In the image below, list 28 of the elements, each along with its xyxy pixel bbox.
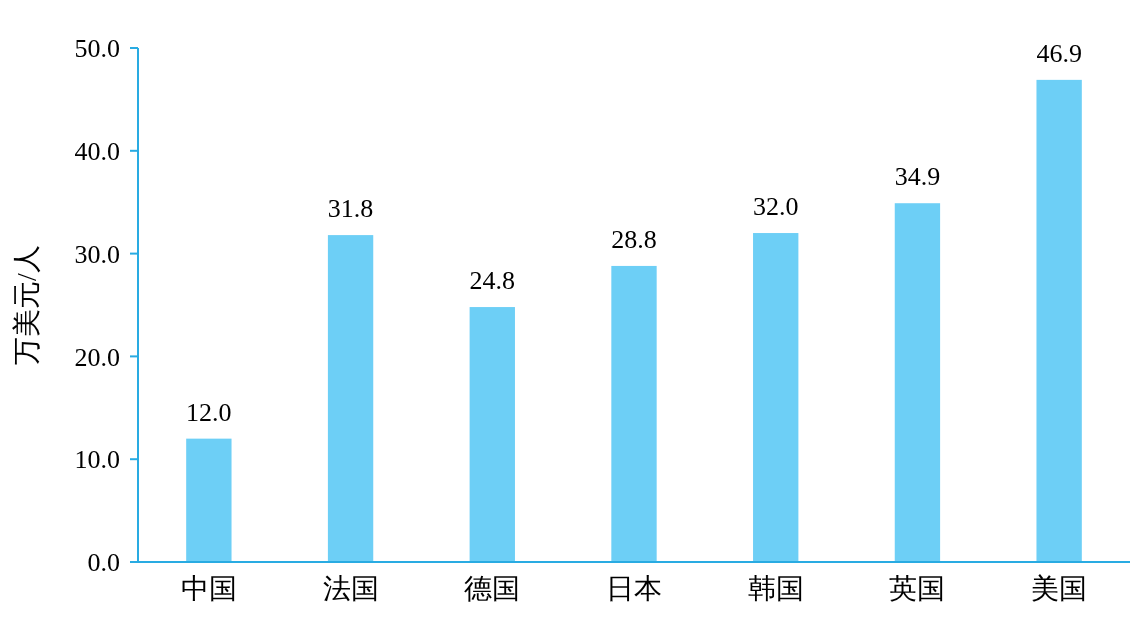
y-tick-label: 20.0 [74,342,120,372]
bar [186,438,232,562]
bar [327,235,374,562]
data-label: 24.8 [469,266,516,296]
y-tick-label: 30.0 [74,239,120,269]
x-tick-label: 德国 [464,573,521,604]
data-label: 46.9 [1036,38,1082,68]
bar [611,265,657,562]
bar [469,307,515,562]
y-tick-label: 10.0 [74,445,120,475]
x-tick-label: 日本 [606,573,662,604]
data-label: 12.0 [186,397,232,427]
bar [753,233,799,562]
x-tick-label: 美国 [1031,573,1088,604]
data-label: 32.0 [752,192,799,222]
y-axis-title: 万美元/人 [11,245,42,365]
x-tick-label: 法国 [322,573,379,604]
x-tick-label: 英国 [889,573,946,604]
x-tick-label: 中国 [180,573,237,604]
data-label: 28.8 [611,224,657,254]
y-tick-label: 50.0 [74,34,120,64]
y-tick-label: 0.0 [87,548,120,578]
bar [894,203,941,562]
data-label: 34.9 [894,162,941,192]
y-tick-label: 40.0 [74,136,120,166]
bar [1036,79,1082,562]
data-label: 31.8 [327,194,374,224]
x-tick-label: 韩国 [747,573,804,604]
